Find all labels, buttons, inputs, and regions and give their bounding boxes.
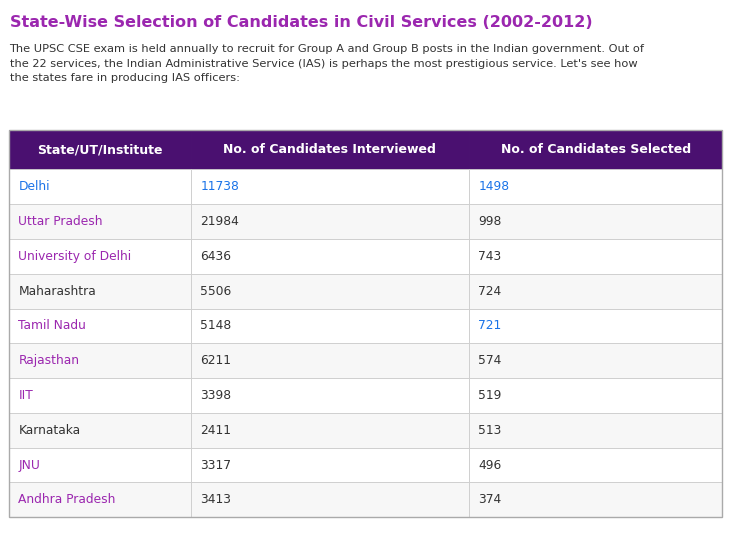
Text: No. of Candidates Interviewed: No. of Candidates Interviewed: [224, 143, 436, 156]
Text: 724: 724: [479, 285, 501, 298]
Bar: [191, 448, 469, 482]
Text: 374: 374: [479, 493, 501, 506]
Bar: [191, 482, 469, 517]
Text: 721: 721: [479, 320, 501, 332]
Bar: [9, 130, 722, 517]
Bar: [191, 378, 469, 413]
Bar: [469, 130, 722, 169]
Bar: [469, 378, 722, 413]
Bar: [9, 309, 191, 343]
Text: IIT: IIT: [18, 389, 33, 402]
Text: State/UT/Institute: State/UT/Institute: [37, 143, 162, 156]
Text: 5148: 5148: [200, 320, 232, 332]
Bar: [191, 309, 469, 343]
Text: Uttar Pradesh: Uttar Pradesh: [18, 215, 103, 228]
Bar: [469, 482, 722, 517]
Text: 3398: 3398: [200, 389, 231, 402]
Text: 6436: 6436: [200, 250, 231, 263]
Bar: [9, 169, 191, 204]
Bar: [9, 343, 191, 378]
Text: 1498: 1498: [479, 181, 510, 193]
Text: 21984: 21984: [200, 215, 239, 228]
Text: 11738: 11738: [200, 181, 239, 193]
Bar: [191, 413, 469, 448]
Text: 998: 998: [479, 215, 501, 228]
Text: University of Delhi: University of Delhi: [18, 250, 132, 263]
Bar: [9, 274, 191, 309]
Bar: [469, 274, 722, 309]
Bar: [9, 239, 191, 274]
Bar: [9, 482, 191, 517]
Text: 519: 519: [479, 389, 501, 402]
Bar: [191, 274, 469, 309]
Text: Andhra Pradesh: Andhra Pradesh: [18, 493, 115, 506]
Text: 496: 496: [479, 459, 501, 471]
Text: 2411: 2411: [200, 424, 231, 437]
Bar: [191, 239, 469, 274]
Text: 743: 743: [479, 250, 501, 263]
Text: No. of Candidates Selected: No. of Candidates Selected: [501, 143, 691, 156]
Text: 513: 513: [479, 424, 501, 437]
Text: State-Wise Selection of Candidates in Civil Services (2002-2012): State-Wise Selection of Candidates in Ci…: [10, 15, 592, 30]
Bar: [9, 378, 191, 413]
Text: The UPSC CSE exam is held annually to recruit for Group A and Group B posts in t: The UPSC CSE exam is held annually to re…: [10, 44, 645, 83]
Text: Tamil Nadu: Tamil Nadu: [18, 320, 86, 332]
Text: 3413: 3413: [200, 493, 231, 506]
Text: 574: 574: [479, 354, 501, 367]
Bar: [469, 448, 722, 482]
Bar: [9, 413, 191, 448]
Text: 6211: 6211: [200, 354, 231, 367]
Text: Maharashtra: Maharashtra: [18, 285, 96, 298]
Text: Karnataka: Karnataka: [18, 424, 80, 437]
Bar: [9, 204, 191, 239]
Bar: [469, 413, 722, 448]
Bar: [469, 309, 722, 343]
Bar: [191, 343, 469, 378]
Text: 5506: 5506: [200, 285, 232, 298]
Bar: [469, 169, 722, 204]
Text: Delhi: Delhi: [18, 181, 50, 193]
Bar: [191, 130, 469, 169]
Bar: [191, 169, 469, 204]
Bar: [191, 204, 469, 239]
Bar: [469, 204, 722, 239]
Text: Rajasthan: Rajasthan: [18, 354, 79, 367]
Bar: [469, 343, 722, 378]
Bar: [9, 130, 191, 169]
Text: 3317: 3317: [200, 459, 231, 471]
Text: JNU: JNU: [18, 459, 40, 471]
Bar: [469, 239, 722, 274]
Bar: [9, 448, 191, 482]
